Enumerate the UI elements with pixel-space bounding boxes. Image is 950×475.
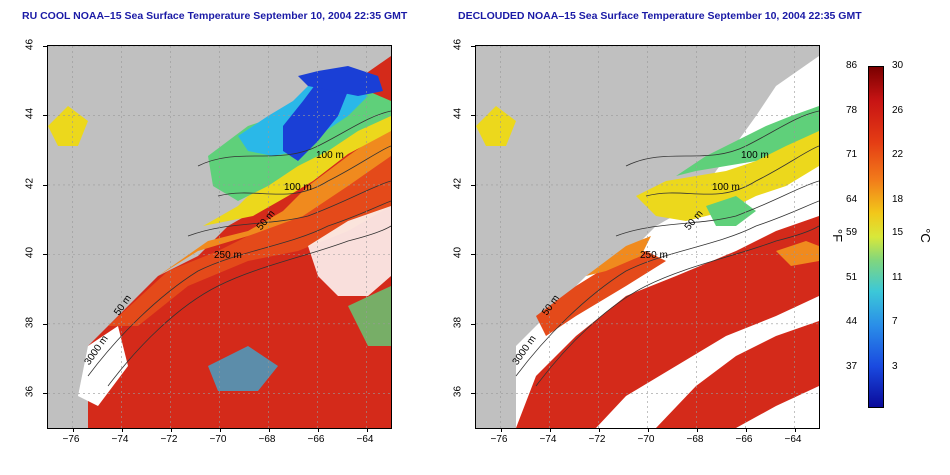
right-sst-map xyxy=(475,45,820,429)
celsius-tick-label: 26 xyxy=(892,104,904,116)
y-tick xyxy=(43,254,47,256)
contour-label: 250 m xyxy=(214,250,242,261)
celsius-tick-label: 22 xyxy=(892,149,904,161)
fahrenheit-tick-label: 78 xyxy=(846,104,858,116)
x-tick-label: −64 xyxy=(356,434,374,445)
x-tick-label: −66 xyxy=(307,434,325,445)
fahrenheit-unit-label: °F xyxy=(830,228,846,243)
celsius-tick-label: 3 xyxy=(892,360,898,372)
x-tick xyxy=(268,428,270,432)
y-tick-label: 44 xyxy=(452,108,464,120)
celsius-tick-label: 30 xyxy=(892,60,904,71)
x-tick-label: −74 xyxy=(111,434,129,445)
y-tick-label: 44 xyxy=(24,108,36,120)
y-tick xyxy=(471,323,475,325)
y-tick xyxy=(43,393,47,395)
celsius-tick-label: 18 xyxy=(892,193,904,205)
y-tick-label: 42 xyxy=(24,177,36,189)
x-tick xyxy=(219,428,221,432)
fahrenheit-tick-label: 44 xyxy=(846,316,858,328)
right-panel-title: DECLOUDED NOAA–15 Sea Surface Temperatur… xyxy=(458,10,862,22)
contour-label: 100 m xyxy=(316,150,344,161)
y-tick-label: 36 xyxy=(452,386,464,398)
y-tick xyxy=(471,393,475,395)
fahrenheit-tick-label: 71 xyxy=(846,149,858,161)
x-tick-label: −70 xyxy=(637,434,655,445)
contour-label: 100 m xyxy=(284,182,312,193)
x-tick xyxy=(72,428,74,432)
x-tick-label: −66 xyxy=(735,434,753,445)
fahrenheit-tick-label: 86 xyxy=(846,60,858,71)
y-tick xyxy=(43,184,47,186)
x-tick-label: −76 xyxy=(490,434,508,445)
x-tick-label: −70 xyxy=(209,434,227,445)
y-tick-label: 38 xyxy=(452,316,464,328)
y-tick xyxy=(471,115,475,117)
celsius-tick-label: 15 xyxy=(892,227,904,239)
x-tick xyxy=(170,428,172,432)
x-tick-label: −72 xyxy=(160,434,178,445)
y-tick xyxy=(43,46,47,47)
x-tick xyxy=(317,428,319,432)
x-tick xyxy=(500,428,502,432)
y-tick xyxy=(471,46,475,47)
y-tick-label: 36 xyxy=(24,386,36,398)
y-tick-label: 46 xyxy=(452,38,464,51)
fahrenheit-tick-label: 37 xyxy=(846,360,858,372)
x-tick xyxy=(794,428,796,432)
right-sst-map-graphic xyxy=(476,46,819,428)
x-tick xyxy=(549,428,551,432)
x-tick xyxy=(121,428,123,432)
x-tick xyxy=(696,428,698,432)
contour-label: 100 m xyxy=(712,182,740,193)
temperature-colorbar xyxy=(868,66,884,408)
x-tick-label: −76 xyxy=(62,434,80,445)
y-tick-label: 40 xyxy=(24,247,36,259)
y-tick-label: 46 xyxy=(24,38,36,51)
contour-label: 250 m xyxy=(640,250,668,261)
x-tick xyxy=(745,428,747,432)
left-sst-map xyxy=(47,45,392,429)
x-tick-label: −64 xyxy=(784,434,802,445)
x-tick xyxy=(366,428,368,432)
x-tick-label: −68 xyxy=(686,434,704,445)
left-sst-map-graphic xyxy=(48,46,391,428)
y-tick xyxy=(471,184,475,186)
fahrenheit-tick-label: 51 xyxy=(846,271,858,283)
celsius-tick-label: 11 xyxy=(892,271,903,283)
y-tick-label: 40 xyxy=(452,247,464,259)
x-tick-label: −68 xyxy=(258,434,276,445)
fahrenheit-tick-label: 64 xyxy=(846,193,858,205)
y-tick-label: 38 xyxy=(24,316,36,328)
left-panel-title: RU COOL NOAA–15 Sea Surface Temperature … xyxy=(22,10,408,22)
contour-label: 100 m xyxy=(741,150,769,161)
y-tick xyxy=(471,254,475,256)
x-tick xyxy=(598,428,600,432)
y-tick-label: 42 xyxy=(452,177,464,189)
y-tick xyxy=(43,323,47,325)
celsius-unit-label: °C xyxy=(917,228,933,243)
fahrenheit-tick-label: 59 xyxy=(846,227,858,239)
x-tick-label: −74 xyxy=(539,434,557,445)
celsius-tick-label: 7 xyxy=(892,316,898,328)
y-tick xyxy=(43,115,47,117)
x-tick-label: −72 xyxy=(588,434,606,445)
x-tick xyxy=(647,428,649,432)
